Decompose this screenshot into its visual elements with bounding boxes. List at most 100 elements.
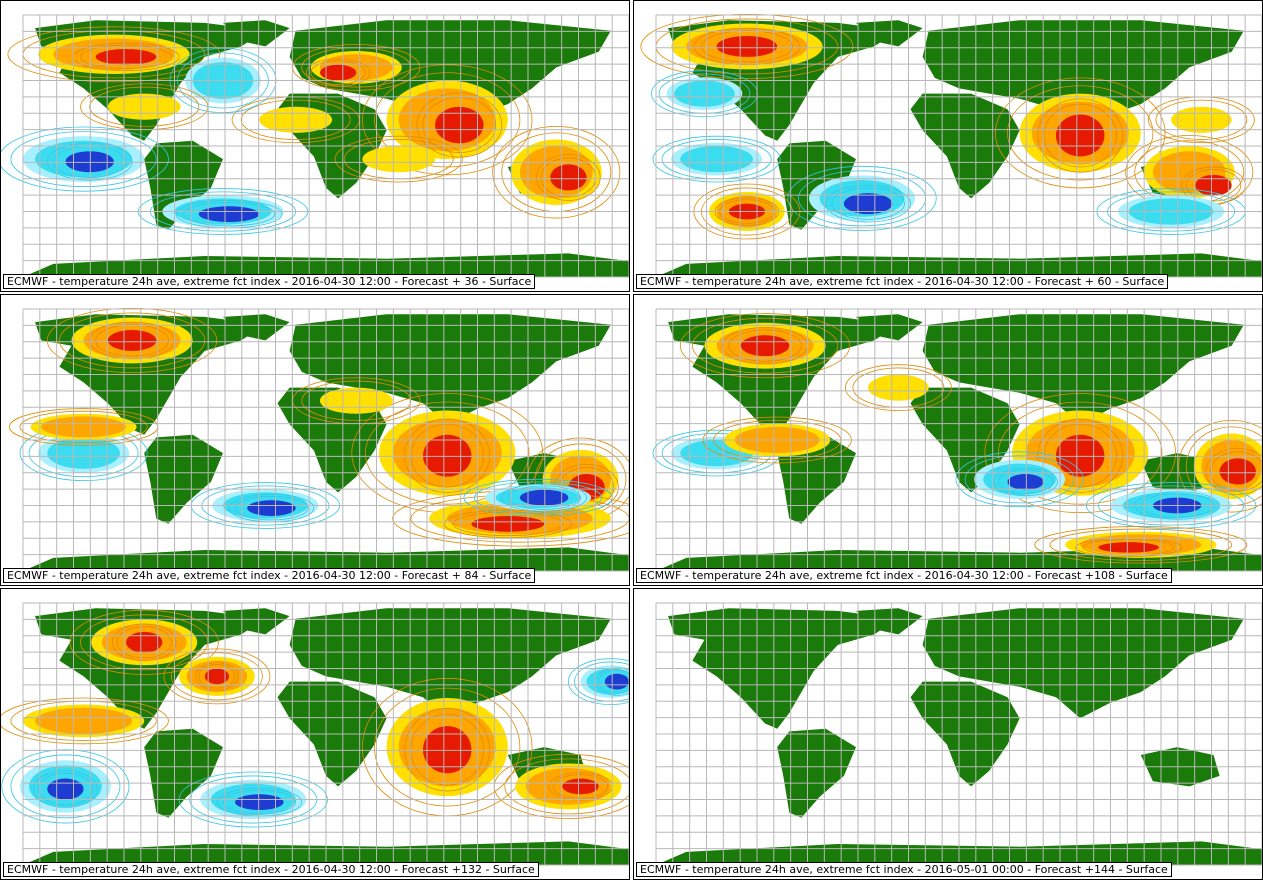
field-contour	[501, 483, 587, 512]
world-map	[1, 602, 629, 866]
field-blob	[680, 146, 753, 173]
continent-greenland	[856, 314, 923, 341]
field-contour	[955, 451, 1084, 508]
field-contour	[701, 30, 793, 63]
field-blob	[41, 416, 127, 438]
continent-greenland	[223, 608, 290, 635]
map-panel-fc84: ECMWF - temperature 24h ave, extreme fct…	[0, 294, 630, 586]
continent-south-america	[777, 140, 856, 230]
field-contour	[10, 754, 121, 819]
field-contour	[652, 135, 781, 183]
field-blob	[47, 437, 120, 469]
field-contour	[410, 423, 484, 488]
world-map	[8, 307, 629, 572]
field-contour	[598, 669, 629, 694]
field-contour	[361, 64, 533, 176]
graticule	[22, 308, 629, 572]
field-blob	[319, 387, 393, 414]
field-contour	[10, 131, 157, 188]
field-contour	[111, 623, 177, 662]
world-map	[655, 602, 1262, 866]
field-contour	[422, 97, 497, 153]
field-blob	[107, 93, 181, 120]
panel-caption: ECMWF - temperature 24h ave, extreme fct…	[3, 274, 536, 289]
field-contour	[234, 495, 309, 521]
field-blob	[604, 673, 629, 690]
continent-south-america	[777, 728, 856, 818]
field-blob	[1055, 434, 1105, 477]
field-blob	[519, 489, 569, 506]
continent-south-america	[144, 728, 223, 818]
field-blob	[674, 80, 735, 107]
field-contour	[1205, 448, 1262, 495]
panel-caption: ECMWF - temperature 24h ave, extreme fct…	[636, 274, 1169, 289]
field-blob	[198, 206, 260, 222]
field-contour	[640, 13, 854, 79]
field-contour	[334, 135, 463, 183]
field-blob	[868, 374, 929, 401]
field-contour	[404, 418, 491, 493]
field-blob	[235, 794, 284, 810]
field-blob	[422, 434, 472, 477]
field-blob	[1007, 474, 1044, 490]
field-contour	[504, 758, 629, 815]
field-contour	[1, 749, 130, 824]
field-contour	[452, 511, 563, 537]
field-blob	[422, 726, 472, 774]
panel-caption: ECMWF - temperature 24h ave, extreme fct…	[3, 862, 539, 877]
field-contour	[301, 380, 412, 421]
field-contour	[1155, 99, 1248, 140]
field-blob	[47, 778, 84, 800]
continent-greenland	[223, 20, 290, 47]
field-blob	[107, 329, 157, 351]
continent-greenland	[223, 314, 290, 341]
field-contour	[825, 184, 911, 223]
map-panel-fc144: ECMWF - temperature 24h ave, extreme fct…	[633, 588, 1263, 880]
world-map	[1, 14, 629, 278]
field-contour	[1037, 98, 1124, 173]
field-contour	[72, 42, 180, 72]
field-contour	[374, 72, 521, 168]
world-map	[640, 13, 1262, 278]
field-contour	[679, 313, 851, 379]
field-blob	[204, 668, 230, 685]
field-contour	[1185, 169, 1242, 202]
field-contour	[831, 187, 905, 220]
field-contour	[492, 125, 621, 219]
field-blob	[35, 707, 133, 734]
field-contour	[163, 648, 271, 705]
field-contour	[116, 626, 172, 659]
field-blob	[1219, 458, 1256, 485]
field-contour	[1037, 418, 1124, 493]
field-contour	[787, 165, 937, 231]
graticule	[22, 602, 629, 866]
field-contour	[994, 77, 1166, 189]
field-contour	[364, 401, 530, 505]
continent-south-america	[777, 434, 856, 524]
field-contour	[1043, 103, 1117, 168]
field-contour	[183, 201, 275, 227]
panel-caption: ECMWF - temperature 24h ave, extreme fct…	[3, 568, 536, 583]
field-contour	[474, 481, 603, 514]
field-contour	[552, 774, 609, 799]
field-contour	[310, 60, 366, 85]
field-contour	[1, 697, 169, 745]
field-blob	[126, 631, 163, 653]
field-blob	[1098, 542, 1159, 553]
field-contour	[305, 58, 371, 87]
world-map	[652, 308, 1262, 572]
graticule	[655, 602, 1262, 866]
graticule	[655, 308, 1262, 572]
continent-south-america	[144, 434, 223, 524]
field-contour	[95, 324, 169, 357]
continent-greenland	[856, 20, 923, 47]
field-contour	[410, 713, 484, 786]
field-blob	[562, 778, 599, 795]
field-contour	[1007, 85, 1154, 181]
field-contour	[1034, 526, 1248, 564]
field-blob	[716, 35, 778, 57]
field-contour	[1049, 528, 1233, 561]
field-contour	[7, 26, 221, 83]
field-contour	[37, 772, 94, 806]
field-contour	[844, 364, 952, 411]
